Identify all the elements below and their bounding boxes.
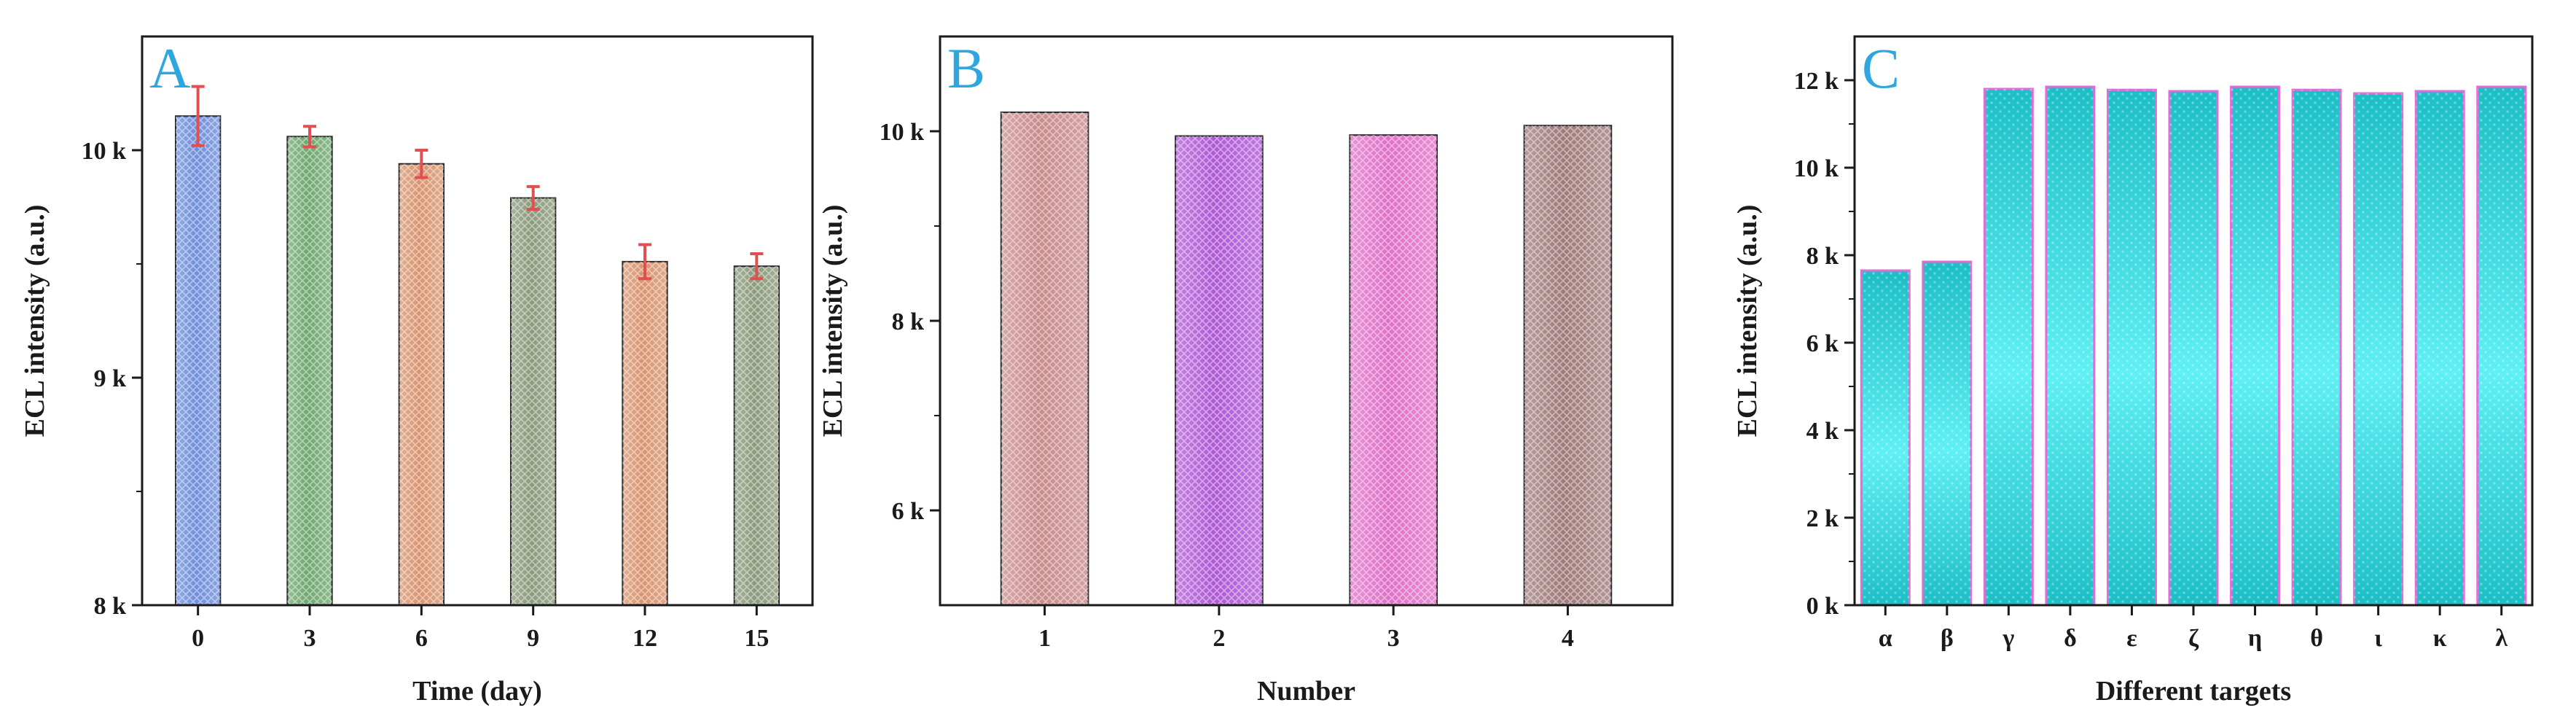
panel-a-x-tick-label: 0 (192, 625, 204, 652)
panel-c-x-axis-title: Different targets (2096, 676, 2291, 707)
panel-c-bar-texture (2354, 93, 2403, 605)
panel-c-y-tick-label: 12 k (1794, 68, 1839, 95)
panel-c-x-tick-label: λ (2495, 625, 2508, 652)
panel-a-y-axis-title: ECL intensity (a.u.) (20, 205, 50, 437)
panel-c-y-tick-label: 8 k (1806, 243, 1839, 270)
panel-a-bar-texture (287, 136, 332, 605)
panel-a-x-tick-label: 9 (527, 625, 539, 652)
panel-b-bar-texture (1524, 125, 1612, 605)
panel-c-bar-texture (2231, 87, 2279, 605)
panel-a-x-tick-label: 6 (415, 625, 428, 652)
panel-b: 6 k 8 k 10 k 1 2 3 4 Number ECL intensity (a.u.)… (818, 35, 1674, 707)
panel-c-y-tick-label: 4 k (1806, 418, 1839, 445)
panel-c-x-tick-label: ζ (2188, 625, 2199, 652)
panel-c-x-tick-label: γ (2002, 625, 2014, 652)
panel-c-x-tick-label: δ (2064, 625, 2077, 652)
panel-b-x-tick-label: 4 (1562, 625, 1574, 652)
panel-c-bar-texture (2045, 87, 2094, 605)
panel-b-x-axis-title: Number (1257, 676, 1355, 707)
panel-c-x-tick-label: η (2248, 625, 2262, 652)
panel-a-y-tick-label: 10 k (82, 138, 127, 165)
panel-a-bar-texture (622, 261, 668, 605)
panel-c-y-tick-label: 0 k (1806, 593, 1839, 620)
panel-c-letter: C (1862, 36, 1900, 100)
panel-a-bar-texture (734, 266, 779, 605)
panel-c-bar-texture (1861, 271, 1910, 605)
panel-b-x-tick-label: 3 (1387, 625, 1400, 652)
panel-b-bar-texture (1001, 112, 1089, 605)
panel-a-x-axis-title: Time (day) (412, 676, 542, 707)
panel-a-bar-texture (511, 198, 556, 605)
panel-c: 0 k 2 k 4 k 6 k 8 k 10 k 12 k α β γ δ ε ζ η θ ι κ λ Differ… (1732, 35, 2534, 707)
panel-b-x-tick-label: 1 (1038, 625, 1051, 652)
panel-c-bar-texture (2293, 90, 2341, 605)
panel-a-letter: A (149, 36, 190, 100)
panel-b-y-tick-label: 6 k (892, 498, 925, 525)
panel-b-letter: B (947, 36, 985, 100)
panel-c-bar-texture (1922, 262, 1971, 605)
panel-c-x-tick-label: ι (2374, 625, 2382, 652)
panel-a-y-tick-label: 8 k (94, 593, 127, 620)
panel-b-y-tick-label: 10 k (880, 119, 925, 146)
panel-a-y-tick-label: 9 k (94, 365, 127, 392)
panel-a-plot-frame (141, 35, 814, 607)
panel-b-bar-texture (1175, 136, 1263, 605)
panel-c-bar-texture (2477, 87, 2526, 605)
panel-b-bar-texture (1350, 135, 1437, 605)
panel-b-y-axis-title: ECL intensity (a.u.) (818, 205, 848, 437)
panel-c-bar-texture (2416, 91, 2465, 605)
panel-c-y-axis-title: ECL intensity (a.u.) (1732, 205, 1763, 437)
panel-c-bar-texture (2169, 91, 2217, 605)
panel-c-y-tick-label: 2 k (1806, 505, 1839, 532)
panel-c-y-tick-label: 6 k (1806, 330, 1839, 357)
panel-c-x-tick-label: β (1941, 625, 1954, 652)
panel-c-x-tick-label: α (1879, 625, 1892, 652)
panel-c-x-tick-label: ε (2126, 625, 2137, 652)
panel-a: 8 k 9 k 10 k 0 3 6 9 12 15 Time (day) ECL intensit… (20, 35, 814, 707)
panel-c-x-tick-label: κ (2433, 625, 2447, 652)
panel-a-x-tick-label: 3 (304, 625, 316, 652)
panel-c-bar-texture (1984, 89, 2033, 605)
panel-b-y-tick-label: 8 k (892, 308, 925, 335)
panel-c-x-tick-label: θ (2310, 625, 2323, 652)
panel-a-bar-texture (176, 116, 221, 605)
panel-b-x-tick-label: 2 (1213, 625, 1225, 652)
panel-a-x-tick-label: 15 (744, 625, 769, 652)
panel-a-x-tick-label: 12 (633, 625, 657, 652)
panel-c-bar-texture (2107, 90, 2156, 605)
panel-c-y-tick-label: 10 k (1794, 155, 1839, 182)
panel-a-bar-texture (399, 163, 444, 606)
